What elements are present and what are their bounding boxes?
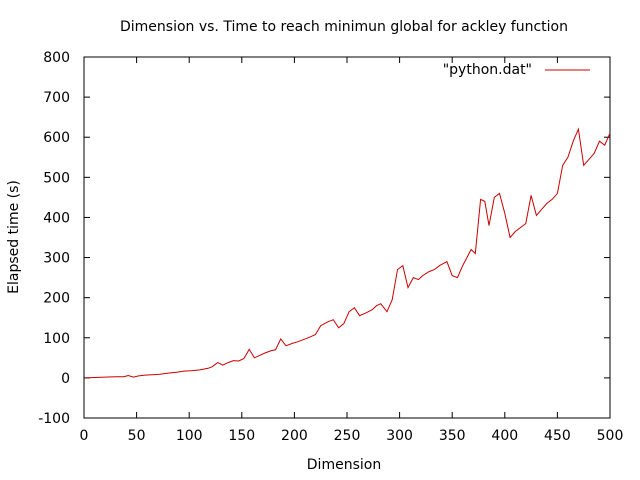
x-tick-label: 200: [281, 428, 308, 444]
x-tick-label: 150: [228, 428, 255, 444]
y-tick-label: 700: [43, 90, 70, 106]
x-tick-label: 500: [597, 428, 624, 444]
series-line-python-dat: [85, 127, 611, 379]
chart-title: Dimension vs. Time to reach minimun glob…: [120, 19, 568, 35]
x-tick-label: 50: [128, 428, 146, 444]
x-axis-label: Dimension: [307, 457, 381, 473]
y-tick-label: 0: [61, 371, 70, 387]
x-tick-label: 450: [544, 428, 571, 444]
x-tick-label: 100: [176, 428, 203, 444]
y-tick-label: 100: [43, 331, 70, 347]
x-tick-label: 0: [80, 428, 89, 444]
legend-label: "python.dat": [443, 62, 532, 78]
y-tick-label: 200: [43, 291, 70, 307]
y-tick-label: 400: [43, 210, 70, 226]
plot-border: [83, 56, 611, 419]
y-tick-label: 500: [43, 170, 70, 186]
legend: "python.dat": [443, 62, 590, 78]
x-tick-label: 400: [491, 428, 518, 444]
x-tick-label: 300: [386, 428, 413, 444]
y-axis-label: Elapsed time (s): [6, 180, 22, 294]
axis-ticks: 0 50 100 150 200 250 300 350 400 450 500 -100 0 100 20…: [38, 50, 623, 444]
x-tick-label: 350: [439, 428, 466, 444]
y-tick-label: 600: [43, 130, 70, 146]
y-tick-label: -100: [38, 411, 70, 427]
y-tick-label: 300: [43, 251, 70, 267]
y-tick-label: 800: [43, 50, 70, 66]
x-tick-label: 250: [334, 428, 361, 444]
